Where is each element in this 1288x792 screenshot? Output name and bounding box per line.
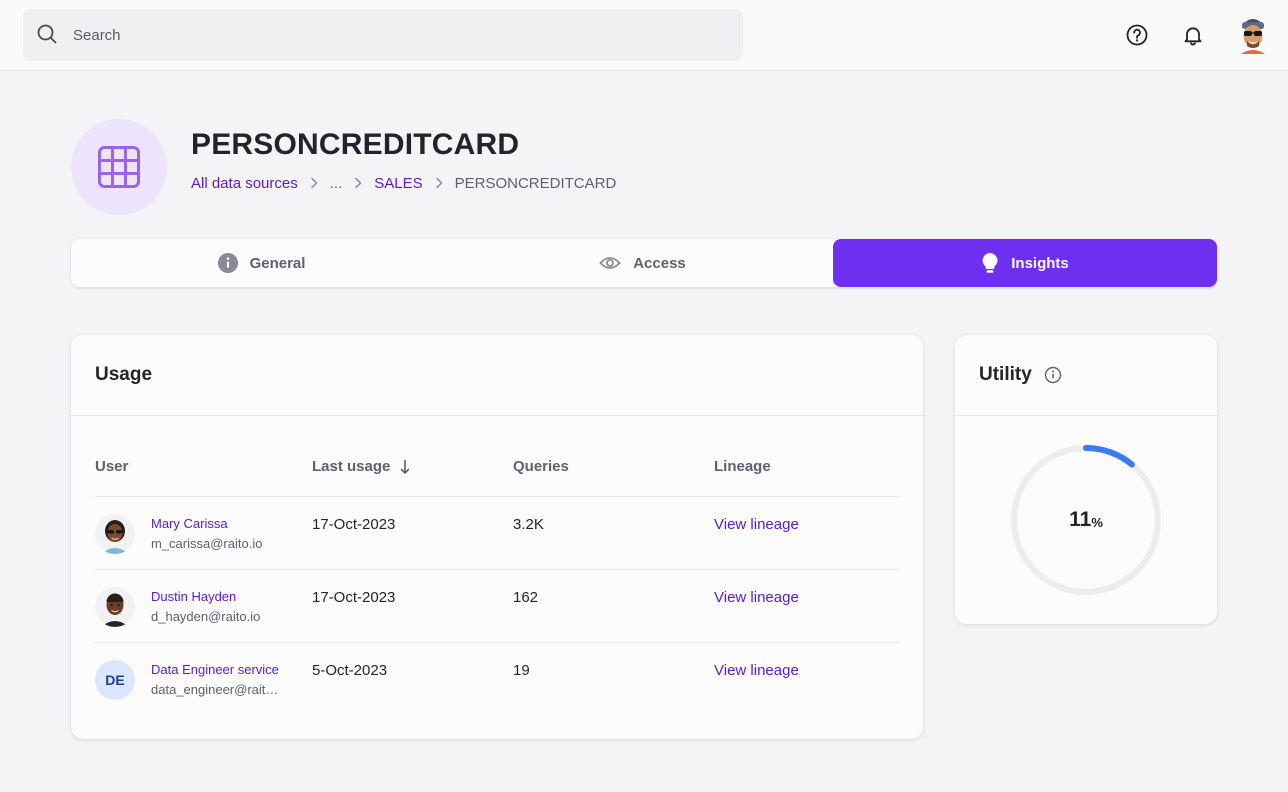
table-row: Mary Carissa m_carissa@raito.io 17-Oct-2… [95, 497, 899, 570]
utility-title: Utility [979, 364, 1032, 385]
tab-access[interactable]: Access [452, 239, 833, 287]
queries-cell: 3.2K [513, 516, 544, 533]
usage-table: User Last usage Queries Lineage Mary Car… [95, 450, 899, 716]
eye-icon [599, 255, 621, 271]
bell-icon[interactable] [1180, 22, 1206, 48]
usage-card: Usage User Last usage Queries Lineage [71, 335, 923, 739]
user-name-link[interactable]: Data Engineer service [151, 662, 279, 677]
gauge-value: 11 % [1008, 442, 1164, 598]
last-usage-cell: 17-Oct-2023 [312, 516, 396, 533]
usage-card-header: Usage [71, 335, 923, 416]
last-usage-cell: 17-Oct-2023 [312, 589, 396, 606]
utility-card: Utility 11 % [955, 335, 1217, 624]
search-bar[interactable] [23, 9, 743, 61]
tab-label: Insights [1011, 254, 1069, 272]
view-lineage-link[interactable]: View lineage [714, 662, 799, 679]
table-grid-icon [71, 119, 167, 215]
utility-card-header: Utility [955, 335, 1217, 416]
info-icon [217, 253, 238, 273]
user-email: data_engineer@raito.io [151, 682, 281, 697]
info-outline-icon[interactable] [1044, 366, 1062, 384]
tab-bar: General Access Insights [71, 239, 1217, 287]
column-header-last-usage[interactable]: Last usage [312, 458, 410, 475]
user-name-link[interactable]: Mary Carissa [151, 516, 228, 531]
gauge-progress-arc [1011, 445, 1161, 595]
tab-label: General [249, 254, 306, 272]
top-bar [0, 0, 1288, 71]
search-input[interactable] [73, 9, 733, 61]
chevron-right-icon [423, 177, 455, 189]
view-lineage-link[interactable]: View lineage [714, 516, 799, 533]
user-email: m_carissa@raito.io [151, 536, 263, 551]
column-header-lineage[interactable]: Lineage [714, 458, 771, 475]
usage-title: Usage [95, 364, 153, 385]
column-header-queries[interactable]: Queries [513, 458, 569, 475]
sort-descending-icon [400, 459, 410, 475]
queries-cell: 162 [513, 589, 539, 606]
breadcrumb-ellipsis[interactable]: ... [329, 174, 343, 192]
column-header-user[interactable]: User [95, 458, 129, 475]
mary-avatar [95, 514, 135, 554]
table-row: Dustin Hayden d_hayden@raito.io 17-Oct-2… [95, 570, 899, 643]
table-row: DE Data Engineer service data_engineer@r… [95, 643, 899, 716]
breadcrumb: All data sources ... SALES PERSONCREDITC… [191, 173, 616, 193]
search-icon [37, 24, 57, 44]
tab-general[interactable]: General [71, 239, 452, 287]
utility-percent-value: 11 [1069, 508, 1092, 531]
breadcrumb-sales[interactable]: SALES [374, 174, 423, 192]
breadcrumb-all-data-sources[interactable]: All data sources [191, 174, 298, 192]
user-avatar[interactable] [1238, 16, 1268, 54]
dustin-avatar [95, 587, 135, 627]
view-lineage-link[interactable]: View lineage [714, 589, 799, 606]
user-name-link[interactable]: Dustin Hayden [151, 589, 237, 604]
lightbulb-icon [981, 252, 999, 274]
last-usage-cell: 5-Oct-2023 [312, 662, 388, 679]
tab-insights[interactable]: Insights [833, 239, 1217, 287]
chevron-right-icon [298, 177, 330, 189]
help-icon[interactable] [1124, 22, 1150, 48]
queries-cell: 19 [513, 662, 530, 679]
column-header-label: Last usage [312, 458, 391, 475]
page-title: PERSONCREDITCARD [191, 128, 520, 161]
table-header: User Last usage Queries Lineage [95, 450, 899, 497]
tab-label: Access [633, 254, 686, 272]
utility-percent-unit: % [1091, 515, 1103, 530]
user-email: d_hayden@raito.io [151, 609, 261, 624]
chevron-right-icon [342, 177, 374, 189]
breadcrumb-current: PERSONCREDITCARD [454, 174, 617, 192]
initials-avatar: DE [95, 660, 135, 700]
utility-gauge: 11 % [1008, 442, 1164, 598]
